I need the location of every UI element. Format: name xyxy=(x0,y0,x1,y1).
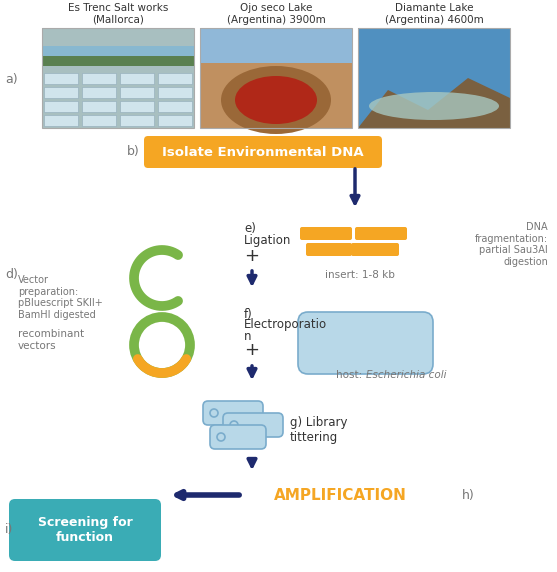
Bar xyxy=(158,115,192,126)
Text: Electroporatio: Electroporatio xyxy=(244,318,327,331)
FancyBboxPatch shape xyxy=(9,499,161,561)
Bar xyxy=(200,28,352,128)
Bar xyxy=(120,115,154,126)
Bar xyxy=(120,87,154,98)
Text: recombinant
vectors: recombinant vectors xyxy=(18,329,84,351)
Text: Escherichia coli: Escherichia coli xyxy=(365,370,446,380)
Bar xyxy=(200,28,352,128)
Bar xyxy=(158,101,192,112)
Bar xyxy=(42,52,194,66)
Text: AMPLIFICATION: AMPLIFICATION xyxy=(273,487,407,502)
Text: g) Library
tittering: g) Library tittering xyxy=(290,416,348,444)
Ellipse shape xyxy=(221,66,331,134)
FancyBboxPatch shape xyxy=(351,243,399,256)
Bar xyxy=(158,87,192,98)
FancyBboxPatch shape xyxy=(203,401,263,425)
Bar xyxy=(82,73,116,84)
Bar xyxy=(82,87,116,98)
FancyBboxPatch shape xyxy=(210,425,266,449)
Polygon shape xyxy=(358,78,510,128)
Text: b): b) xyxy=(127,145,140,158)
Text: Vector
preparation:
pBluescript SKII+
BamHI digested: Vector preparation: pBluescript SKII+ Ba… xyxy=(18,275,102,320)
Text: h): h) xyxy=(462,488,475,502)
Bar xyxy=(42,46,194,56)
Bar xyxy=(44,115,78,126)
Text: n: n xyxy=(244,330,252,343)
Bar xyxy=(358,28,510,128)
Text: Diamante Lake
(Argentina) 4600m: Diamante Lake (Argentina) 4600m xyxy=(385,3,483,25)
Bar xyxy=(44,87,78,98)
Ellipse shape xyxy=(369,92,499,120)
FancyBboxPatch shape xyxy=(298,312,433,374)
Text: i): i) xyxy=(5,523,13,537)
Text: Ligation: Ligation xyxy=(244,234,291,247)
Text: Ojo seco Lake
(Argentina) 3900m: Ojo seco Lake (Argentina) 3900m xyxy=(227,3,325,25)
Text: Es Trenc Salt works
(Mallorca): Es Trenc Salt works (Mallorca) xyxy=(68,3,168,25)
Bar xyxy=(42,28,194,128)
Ellipse shape xyxy=(235,76,317,124)
Text: a): a) xyxy=(5,73,18,86)
Bar xyxy=(82,115,116,126)
Text: Screening for
function: Screening for function xyxy=(38,516,133,544)
Bar xyxy=(82,101,116,112)
Text: f): f) xyxy=(244,308,253,321)
Bar xyxy=(120,101,154,112)
FancyBboxPatch shape xyxy=(144,136,382,168)
FancyBboxPatch shape xyxy=(355,227,407,240)
Bar xyxy=(42,28,194,128)
Text: host:: host: xyxy=(336,370,365,380)
FancyBboxPatch shape xyxy=(223,413,283,437)
Bar xyxy=(358,28,510,128)
Text: +: + xyxy=(245,247,260,265)
Text: DNA
fragmentation:
partial Sau3AI
digestion: DNA fragmentation: partial Sau3AI digest… xyxy=(475,222,548,267)
Text: Isolate Environmental DNA: Isolate Environmental DNA xyxy=(162,145,364,158)
Text: d): d) xyxy=(5,268,18,281)
Bar xyxy=(120,73,154,84)
Text: +: + xyxy=(245,341,260,359)
Bar xyxy=(200,28,352,63)
Bar xyxy=(158,73,192,84)
FancyBboxPatch shape xyxy=(300,227,352,240)
Bar xyxy=(44,101,78,112)
Bar xyxy=(44,73,78,84)
Text: insert: 1-8 kb: insert: 1-8 kb xyxy=(325,270,395,280)
Text: e): e) xyxy=(244,222,256,235)
FancyBboxPatch shape xyxy=(306,243,352,256)
